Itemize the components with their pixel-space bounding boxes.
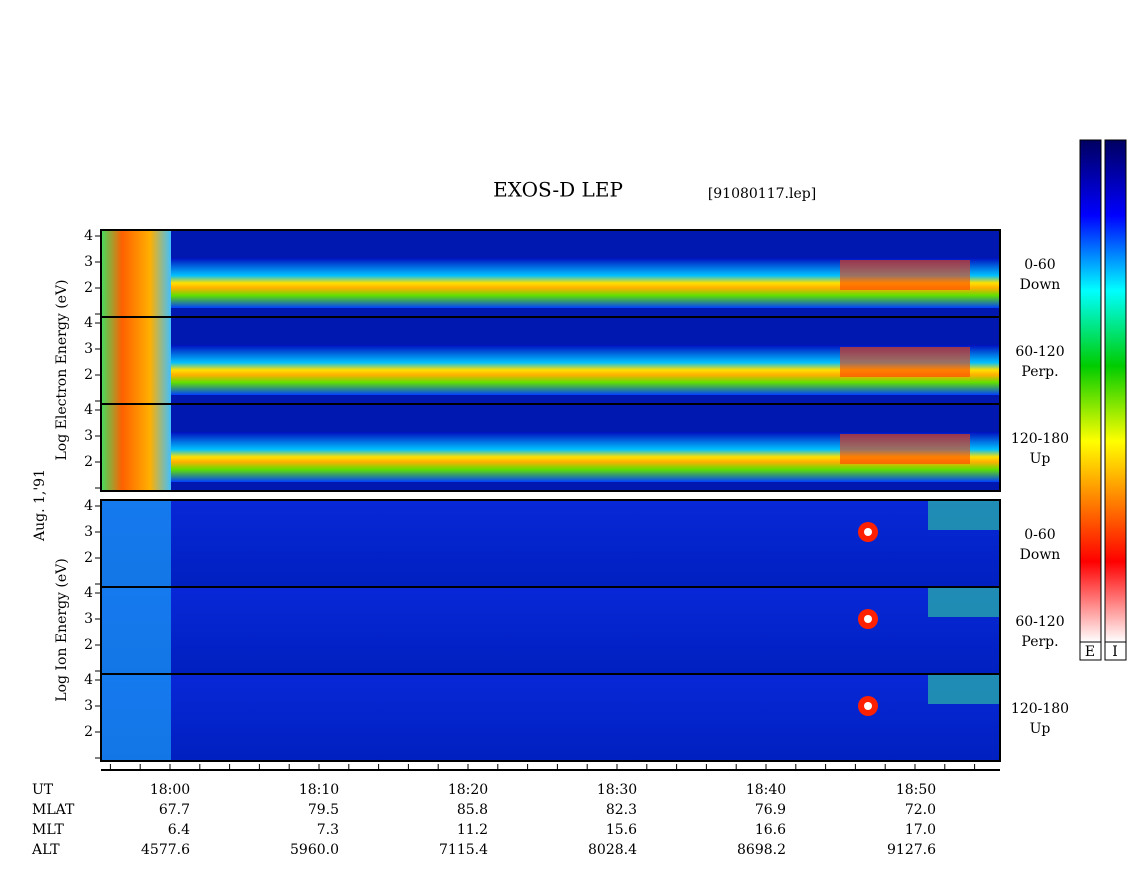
y-tick-label: 3 — [84, 254, 93, 270]
ion-axis-label: Log Ion Energy (eV) — [54, 558, 70, 701]
colorbar-label: I — [1112, 644, 1118, 660]
y-tick-label: 3 — [84, 611, 93, 627]
y-tick-label: 4 — [84, 585, 93, 601]
spectrum-left — [101, 587, 171, 674]
row-value: 8698.2 — [737, 842, 786, 858]
y-tick-label: 2 — [84, 550, 93, 566]
colorbar-i-box — [1104, 641, 1127, 661]
panel-frame — [100, 673, 1001, 762]
colorbar-label: E — [1085, 644, 1095, 660]
spectrum-burst — [840, 347, 970, 377]
panel-label: Up — [1030, 721, 1051, 737]
y-tick-label: 3 — [84, 341, 93, 357]
file-name: [91080117.lep] — [708, 186, 816, 202]
row-value: 11.2 — [457, 822, 488, 838]
panel-label: Down — [1020, 277, 1061, 293]
spectrum-spot-core — [864, 702, 872, 710]
panel-frame — [100, 403, 1001, 492]
row-label: UT — [32, 782, 54, 798]
panel-label: 60-120 — [1015, 344, 1064, 360]
spectrum-left — [101, 404, 171, 491]
row-value: 18:40 — [746, 782, 786, 798]
row-value: 8028.4 — [588, 842, 637, 858]
row-value: 15.6 — [606, 822, 637, 838]
y-tick-label: 2 — [84, 367, 93, 383]
row-value: 67.7 — [159, 802, 190, 818]
row-value: 72.0 — [905, 802, 936, 818]
spectrum-left — [101, 500, 171, 587]
row-value: 5960.0 — [290, 842, 339, 858]
panel-label: 0-60 — [1024, 257, 1055, 273]
spectrum-left — [101, 230, 171, 317]
y-tick-label: 2 — [84, 724, 93, 740]
spectrum-spot-core — [864, 528, 872, 536]
row-value: 85.8 — [457, 802, 488, 818]
y-tick-label: 3 — [84, 524, 93, 540]
panel-label: 0-60 — [1024, 527, 1055, 543]
y-tick-label: 4 — [84, 672, 93, 688]
spectrum-burst — [840, 434, 970, 464]
row-value: 18:10 — [299, 782, 339, 798]
colorbar-e-box — [1079, 641, 1102, 661]
y-tick-label: 4 — [84, 228, 93, 244]
row-value: 7.3 — [317, 822, 339, 838]
spectrum-bg — [101, 587, 1000, 674]
panel-label: 120-180 — [1011, 701, 1069, 717]
row-value: 18:00 — [150, 782, 190, 798]
plot-area — [100, 229, 1001, 762]
spectrum-spot-core — [864, 615, 872, 623]
row-value: 18:50 — [896, 782, 936, 798]
spectrum-left — [101, 674, 171, 761]
row-label: MLAT — [32, 802, 75, 818]
spectrum-right — [928, 674, 1000, 704]
row-value: 18:20 — [448, 782, 488, 798]
y-tick-label: 2 — [84, 637, 93, 653]
electron-axis-label: Log Electron Energy (eV) — [54, 279, 70, 460]
y-tick-label: 2 — [84, 280, 93, 296]
row-value: 17.0 — [905, 822, 936, 838]
colorbar-i — [1104, 139, 1127, 643]
spectrum-bg — [101, 500, 1000, 587]
row-value: 79.5 — [308, 802, 339, 818]
spectrum-burst — [840, 260, 970, 290]
panel-label: Perp. — [1021, 634, 1058, 650]
spectrum-right — [928, 587, 1000, 617]
row-value: 82.3 — [606, 802, 637, 818]
date-label: Aug. 1,'91 — [32, 469, 48, 542]
row-value: 4577.6 — [141, 842, 190, 858]
row-value: 6.4 — [168, 822, 190, 838]
panel-label: 120-180 — [1011, 431, 1069, 447]
y-tick-label: 4 — [84, 315, 93, 331]
row-label: ALT — [31, 842, 60, 858]
y-tick-label: 4 — [84, 402, 93, 418]
panel-label: Up — [1030, 451, 1051, 467]
panel-label: Down — [1020, 547, 1061, 563]
spectrum-right — [928, 500, 1000, 530]
panel-label: Perp. — [1021, 364, 1058, 380]
title: EXOS-D LEP — [493, 178, 623, 202]
y-tick-label: 2 — [84, 454, 93, 470]
y-tick-label: 4 — [84, 498, 93, 514]
row-value: 9127.6 — [887, 842, 936, 858]
spectrum-bg — [101, 674, 1000, 761]
row-value: 18:30 — [597, 782, 637, 798]
row-label: MLT — [32, 822, 64, 838]
y-tick-label: 3 — [84, 428, 93, 444]
colorbar-e — [1079, 139, 1102, 643]
row-value: 76.9 — [755, 802, 786, 818]
row-value: 16.6 — [755, 822, 786, 838]
row-value: 7115.4 — [439, 842, 488, 858]
spectrum-left — [101, 317, 171, 404]
y-tick-label: 3 — [84, 698, 93, 714]
panel-label: 60-120 — [1015, 614, 1064, 630]
